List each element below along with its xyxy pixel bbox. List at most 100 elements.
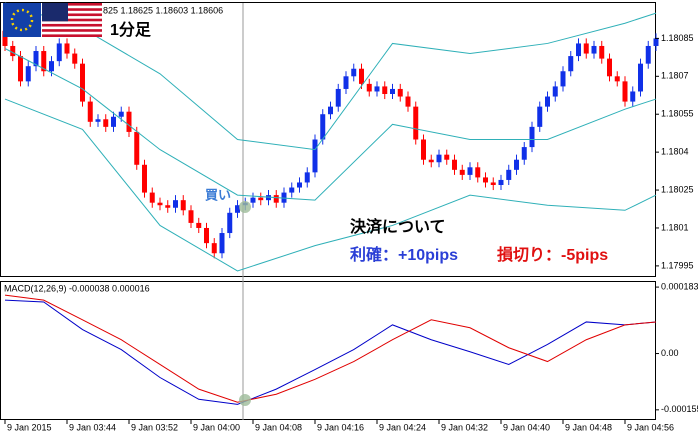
candle-body — [506, 169, 512, 180]
flag-eu — [3, 3, 41, 37]
candle-body — [10, 45, 16, 57]
buy-label: 買い — [205, 187, 231, 202]
candle-body — [157, 202, 163, 206]
flag-stars — [10, 8, 34, 32]
candle-body — [80, 63, 85, 102]
candle-body — [328, 106, 333, 115]
candle-body — [289, 187, 295, 193]
candle-body — [614, 76, 620, 82]
flag-canton — [42, 3, 68, 22]
flag-stripe — [42, 29, 102, 32]
candle-body — [622, 81, 628, 102]
candle-body — [607, 58, 612, 77]
candle-body — [475, 167, 481, 178]
header-quote: 825 1.18625 1.18603 1.18606 — [103, 5, 223, 15]
flag-stripe — [42, 18, 102, 22]
flag-stripe — [42, 3, 102, 6]
macd-title: MACD(12,26,9) -0.000038 0.000016 — [4, 283, 150, 293]
candle-body — [33, 51, 39, 67]
annotation-heading: 決済について — [350, 217, 446, 236]
y-tick-label: 1.17995 — [661, 260, 694, 270]
candle-body — [149, 192, 155, 203]
candle-body — [405, 96, 411, 107]
y-tick-label: 1.1807 — [661, 71, 689, 81]
x-tick-label: 9 Jan 04:48 — [565, 422, 612, 432]
candle-body — [459, 169, 465, 175]
flag-stripe — [42, 34, 102, 37]
candle-body — [72, 53, 78, 64]
candle-body — [64, 43, 70, 54]
candle-body — [638, 63, 643, 92]
candle-body — [537, 106, 543, 127]
candle-body — [521, 147, 527, 160]
candle-body — [211, 243, 217, 254]
candle-body — [343, 76, 349, 89]
candle-body — [421, 139, 426, 160]
bollinger-middle — [4, 48, 657, 201]
candle-body — [41, 51, 47, 72]
x-tick-label: 9 Jan 03:52 — [131, 422, 178, 432]
candle-body — [87, 101, 93, 122]
candle-body — [576, 43, 581, 57]
candle-body — [126, 111, 132, 132]
candle-body — [552, 86, 558, 97]
x-tick-label: 9 Jan 03:44 — [69, 422, 116, 432]
flag-stripe — [42, 8, 102, 11]
candle-body — [95, 119, 101, 122]
candle-body — [452, 159, 457, 170]
candle-body — [266, 195, 271, 201]
candle-body — [413, 106, 419, 140]
candle-body — [273, 195, 279, 203]
y-tick-label: 1.18025 — [661, 184, 694, 194]
y-tick-label: 0.00 — [661, 348, 679, 358]
x-tick-label: 9 Jan 04:40 — [503, 422, 550, 432]
candle-body — [304, 172, 310, 183]
x-tick-label: 9 Jan 2015 — [7, 422, 52, 432]
candle-body — [390, 88, 395, 94]
candle-body — [428, 159, 434, 163]
candle-body — [359, 68, 364, 84]
price-panel — [0, 2, 656, 277]
candle-body — [653, 38, 659, 46]
candle-body — [490, 182, 496, 185]
x-tick-label: 9 Jan 04:08 — [255, 422, 302, 432]
candle-body — [366, 83, 372, 92]
candle-body — [444, 154, 450, 160]
timeframe-title: 1分足 — [110, 21, 152, 39]
candle-body — [382, 86, 388, 94]
candle-body — [25, 66, 31, 82]
macd-panel — [0, 281, 656, 420]
candle-body — [312, 139, 318, 173]
x-tick-label: 9 Jan 04:32 — [441, 422, 488, 432]
candle-body — [297, 182, 302, 188]
candle-body — [645, 45, 651, 64]
candle-body — [103, 119, 109, 127]
y-tick-label: 1.18055 — [661, 109, 694, 119]
candle-body — [111, 116, 116, 127]
y-tick-label: -0.000155 — [661, 404, 698, 414]
candle-body — [165, 205, 171, 208]
candle-body — [436, 154, 442, 163]
y-tick-label: 1.18085 — [661, 33, 694, 43]
us-flag — [42, 3, 102, 37]
annotation-take-profit: 利確：+10pips — [350, 245, 458, 264]
candle-body — [281, 192, 287, 203]
candle-body — [118, 111, 124, 117]
candle-body — [18, 56, 23, 82]
candle-body — [142, 164, 147, 193]
y-tick-label: 1.1801 — [661, 222, 689, 232]
candle-body — [335, 88, 341, 107]
candle-body — [568, 56, 574, 72]
x-tick-label: 9 Jan 04:00 — [193, 422, 240, 432]
candle-body — [196, 222, 202, 228]
eu-flag — [3, 3, 41, 37]
bollinger-upper — [4, 2, 657, 151]
candle-body — [514, 159, 519, 170]
x-tick-label: 9 Jan 04:24 — [379, 422, 426, 432]
candle-body — [483, 177, 488, 183]
candle-body — [560, 71, 566, 87]
annotation-stop-loss: 損切り：-5pips — [497, 245, 608, 264]
